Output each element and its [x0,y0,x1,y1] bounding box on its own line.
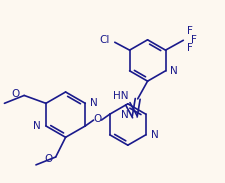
Text: O: O [11,89,19,99]
Text: O: O [93,114,101,124]
Text: F: F [187,26,192,36]
Text: F: F [187,43,192,53]
Text: N: N [90,98,97,108]
Text: N: N [33,121,41,131]
Text: N: N [170,66,178,76]
Text: N: N [121,110,128,120]
Text: HN: HN [113,91,128,101]
Text: O: O [44,154,52,164]
Text: F: F [190,35,196,45]
Text: Cl: Cl [99,35,109,45]
Text: N: N [150,130,158,140]
